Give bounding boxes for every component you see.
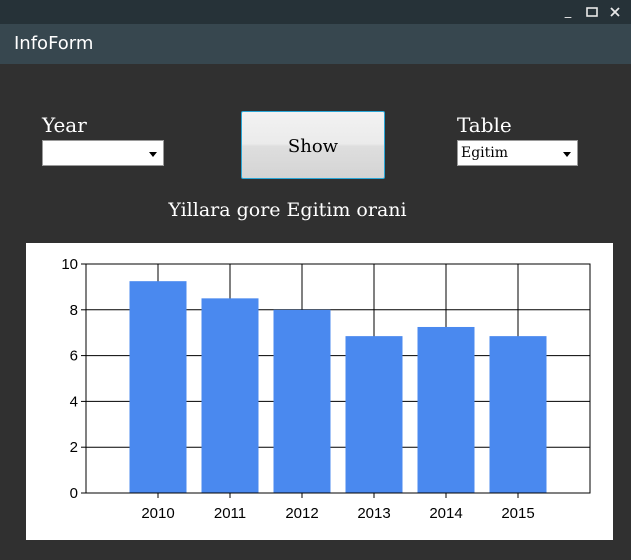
table-dropdown-value: Egitim — [461, 145, 509, 161]
bar — [201, 298, 259, 493]
bar — [273, 309, 331, 493]
x-tick-label: 2015 — [501, 505, 534, 522]
table-label: Table — [457, 113, 512, 137]
y-tick-label: 2 — [70, 439, 78, 456]
maximize-icon[interactable] — [584, 4, 600, 20]
x-tick-label: 2010 — [141, 505, 174, 522]
y-tick-label: 10 — [61, 256, 78, 273]
bar — [345, 336, 403, 493]
title-bar: InfoForm — [0, 24, 631, 64]
show-button-label: Show — [287, 136, 339, 157]
x-tick-label: 2012 — [285, 505, 318, 522]
chart-heading: Yillara gore Egitim orani — [168, 199, 407, 221]
show-button[interactable]: Show — [241, 111, 385, 179]
close-icon[interactable] — [607, 4, 623, 20]
x-tick-label: 2013 — [357, 505, 390, 522]
chevron-down-icon[interactable] — [563, 152, 571, 157]
y-tick-label: 8 — [70, 302, 78, 319]
year-label: Year — [42, 113, 87, 137]
app-title: InfoForm — [14, 33, 94, 54]
minimize-icon[interactable]: _ — [564, 4, 572, 19]
bar — [129, 281, 187, 493]
bar — [489, 336, 547, 493]
table-dropdown[interactable]: Egitim — [457, 140, 578, 166]
system-bar: _ — [0, 0, 631, 24]
x-tick-label: 2011 — [214, 505, 246, 522]
y-tick-label: 0 — [70, 485, 78, 502]
y-tick-label: 6 — [70, 348, 78, 365]
y-tick-label: 4 — [70, 393, 78, 410]
plot-area-border — [85, 263, 591, 494]
year-dropdown[interactable] — [42, 140, 164, 166]
x-tick-label: 2014 — [429, 505, 462, 522]
chart-panel: 0 2 4 6 8 10 2010 2011 2012 2013 2014 2015 — [26, 243, 613, 540]
bar — [417, 326, 475, 493]
chevron-down-icon[interactable] — [149, 152, 157, 157]
bar-chart: 0 2 4 6 8 10 2010 2011 2012 2013 2014 2015 — [61, 256, 591, 522]
